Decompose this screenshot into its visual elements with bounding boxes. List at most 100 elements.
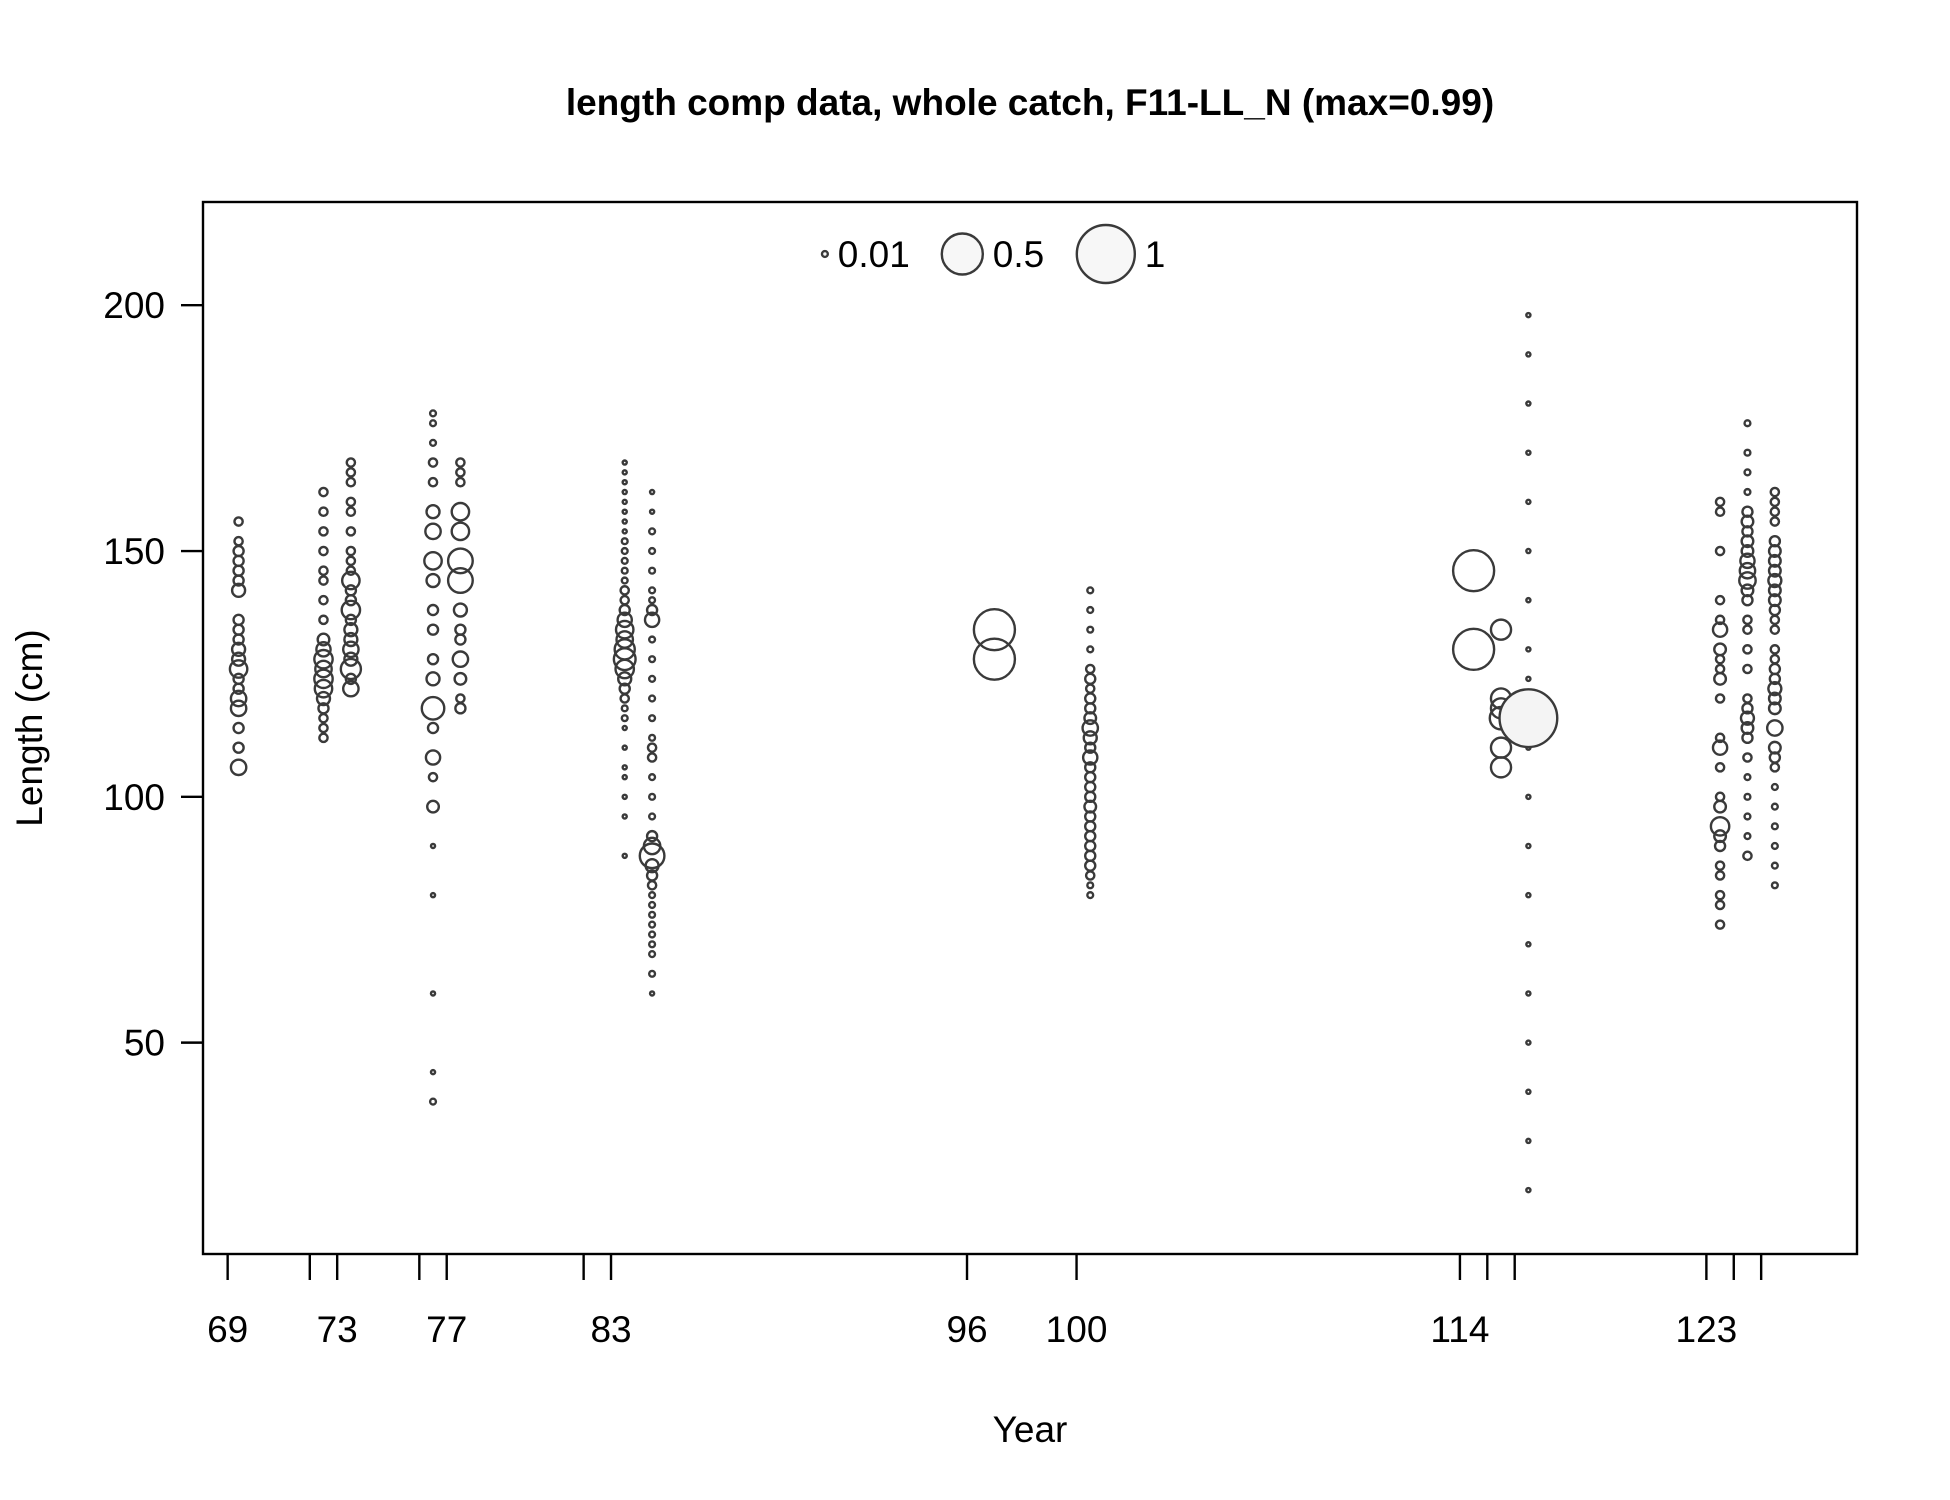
data-bubble [233, 516, 244, 527]
data-bubble [1743, 773, 1752, 782]
data-bubble [1081, 719, 1100, 737]
data-bubble [648, 990, 656, 997]
data-bubble [647, 527, 657, 536]
data-bubble [647, 891, 657, 900]
data-bubble [425, 572, 441, 589]
data-bubble [621, 518, 628, 525]
data-bubble [315, 641, 332, 658]
data-bubble [1769, 762, 1781, 773]
data-bubble [621, 773, 628, 781]
data-bubble [1525, 793, 1532, 801]
data-bubble [318, 614, 329, 626]
y-tick-label: 200 [103, 285, 165, 326]
data-bubble [426, 603, 440, 617]
data-bubble [318, 712, 329, 724]
data-bubble [620, 556, 629, 565]
data-bubble [1713, 671, 1728, 686]
data-bubble [1767, 563, 1782, 578]
data-bubble [1767, 691, 1782, 706]
data-bubble [646, 880, 658, 891]
data-bubble [1451, 548, 1496, 593]
data-bubble [647, 655, 657, 664]
data-bubble [621, 498, 628, 506]
data-bubble [232, 613, 245, 627]
data-bubble [446, 547, 474, 575]
data-bubble [428, 419, 438, 428]
data-bubble [427, 457, 439, 468]
data-bubble [621, 852, 628, 860]
data-bubble [314, 659, 333, 679]
x-tick-label: 77 [426, 1309, 467, 1350]
data-bubble [621, 478, 628, 486]
data-bubble [648, 488, 656, 496]
data-bubble [424, 522, 442, 541]
data-bubble [621, 488, 628, 496]
data-bubble [313, 668, 334, 690]
data-bubble [619, 693, 631, 704]
data-bubble [1769, 653, 1781, 665]
data-bubble [1767, 593, 1782, 608]
data-bubble [429, 1068, 437, 1076]
data-bubble [446, 567, 474, 595]
legend-bubble [820, 249, 830, 259]
data-bubble [429, 842, 437, 850]
data-bubble [1084, 770, 1097, 784]
data-bubble [455, 467, 466, 478]
data-bubble [619, 594, 631, 606]
data-bubble [1742, 693, 1753, 704]
data-bubble [345, 467, 357, 478]
data-bubble [1713, 642, 1728, 657]
data-bubble [1743, 812, 1752, 821]
data-bubble [619, 585, 631, 596]
data-bubble [1742, 644, 1753, 655]
data-bubble [232, 544, 245, 558]
data-bubble [1086, 891, 1095, 900]
data-bubble [1525, 891, 1532, 899]
data-bubble [1765, 719, 1784, 737]
data-bubble [638, 842, 666, 870]
data-bubble [1489, 736, 1513, 759]
data-bubble [621, 813, 628, 820]
data-bubble [342, 679, 360, 698]
data-bubble [620, 537, 629, 546]
data-bubble [1770, 822, 1779, 831]
data-bubble [1768, 534, 1782, 548]
data-bubble [1769, 644, 1781, 655]
data-bubble [1525, 547, 1532, 555]
data-bubble [1714, 870, 1726, 881]
data-bubble [232, 554, 245, 568]
data-bubble [1525, 675, 1532, 683]
data-bubble [1525, 449, 1532, 456]
data-bubble [452, 602, 469, 618]
data-bubble [1770, 802, 1779, 811]
legend-label: 1 [1145, 234, 1166, 275]
data-bubble [1738, 571, 1757, 590]
data-bubble [645, 829, 659, 843]
data-bubble [344, 584, 358, 597]
data-bubble [423, 550, 443, 571]
data-bubble [647, 596, 657, 605]
data-bubble [645, 869, 659, 882]
data-bubble [230, 641, 247, 658]
data-bubble [1714, 614, 1726, 626]
x-tick-label: 114 [1430, 1309, 1489, 1350]
data-bubble [647, 920, 657, 929]
data-bubble [1525, 498, 1532, 506]
data-bubble [420, 695, 446, 721]
data-bubble [1714, 791, 1726, 803]
data-bubble [1770, 861, 1779, 870]
data-bubble [621, 469, 628, 476]
y-axis-label: Length (cm) [9, 629, 50, 826]
data-bubble [1525, 400, 1532, 407]
data-bubble [454, 702, 467, 715]
data-bubble [1084, 692, 1097, 705]
data-bubble [1767, 583, 1782, 598]
data-bubble [1714, 762, 1726, 773]
data-bubble [1714, 919, 1726, 930]
data-bubble [647, 714, 657, 723]
data-bubble [1740, 721, 1755, 736]
data-bubble [643, 611, 661, 629]
data-bubble [454, 633, 467, 646]
data-bubble [1767, 572, 1783, 589]
x-tick-label: 100 [1046, 1309, 1108, 1350]
